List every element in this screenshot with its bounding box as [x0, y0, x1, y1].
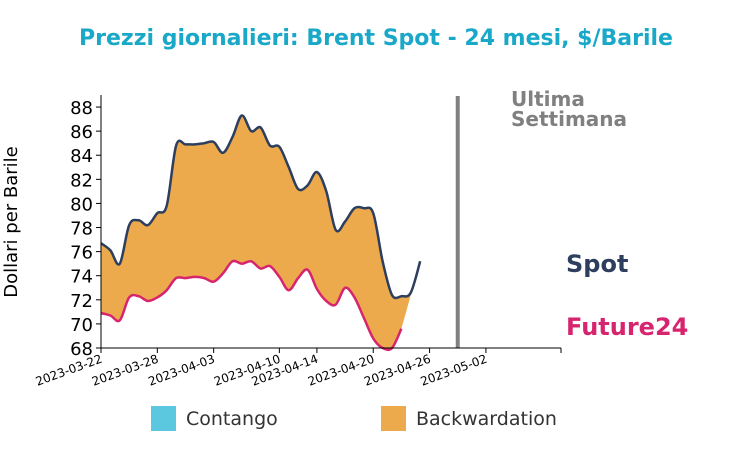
y-tick-label: 70: [70, 315, 93, 336]
y-axis-label: Dollari per Barile: [1, 146, 22, 298]
annotation-settimana: Settimana: [511, 107, 627, 131]
spot-series-line: [100, 114, 422, 300]
legend-label-backwardation: Backwardation: [416, 408, 557, 430]
legend-swatch-contango: [151, 406, 176, 431]
y-tick-label: 80: [70, 194, 93, 215]
x-axis: 2023-03-222023-03-282023-04-032023-04-10…: [34, 347, 562, 389]
y-tick-label: 88: [70, 98, 93, 119]
y-tick-label: 76: [70, 243, 93, 264]
legend: Contango Backwardation: [151, 406, 557, 431]
y-tick-label: 78: [70, 219, 93, 240]
y-tick-label: 68: [70, 339, 93, 360]
y-tick-label: 82: [70, 170, 93, 191]
future24-series-label: Future24: [566, 313, 688, 341]
plot-area: [100, 96, 460, 352]
y-tick-label: 86: [70, 122, 93, 143]
y-tick-label: 84: [70, 146, 93, 167]
spot-series-label: Spot: [566, 250, 628, 278]
chart-title: Prezzi giornalieri: Brent Spot - 24 mesi…: [79, 26, 673, 51]
y-tick-label: 72: [70, 291, 93, 312]
y-tick-label: 74: [70, 267, 93, 288]
future24-series-line: [100, 259, 403, 352]
legend-label-contango: Contango: [186, 408, 278, 430]
annotation-ultima: Ultima: [511, 87, 585, 111]
legend-swatch-backwardation: [381, 406, 406, 431]
y-axis: 68 70 72 74 76 78 80 82 84 86 88: [70, 95, 102, 360]
backwardation-area: [101, 115, 421, 350]
